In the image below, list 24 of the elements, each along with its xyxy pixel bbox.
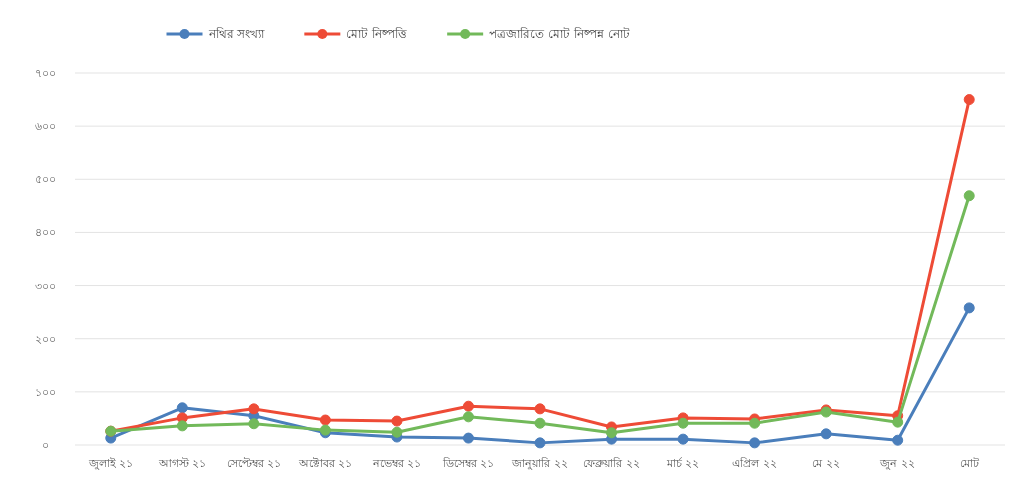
- legend-label: নথির সংখ্যা: [207, 27, 266, 41]
- x-tick-label: নভেম্বর ২১: [371, 457, 422, 470]
- x-tick-label: অক্টোবর ২১: [297, 457, 353, 470]
- x-tick-label: আগস্ট ২১: [157, 457, 207, 470]
- x-tick-label: সেপ্টেম্বর ২১: [226, 457, 282, 470]
- x-tick-label: মোট: [959, 457, 980, 470]
- x-tick-label: জুন ২২: [879, 457, 915, 470]
- y-tick-label: ৭০০: [34, 67, 56, 80]
- x-tick-label: ডিসেম্বর ২১: [441, 457, 495, 470]
- y-tick-label: ০: [41, 439, 49, 452]
- x-tick-label: মে ২২: [812, 457, 840, 470]
- y-tick-label: ১০০: [34, 385, 56, 399]
- x-tick-label: মার্চ ২২: [665, 457, 700, 470]
- y-tick-label: ৪০০: [34, 226, 56, 240]
- y-tick-label: ২০০: [34, 332, 56, 346]
- x-tick-label: জানুয়ারি ২২: [511, 457, 568, 470]
- y-tick-label: ৬০০: [34, 120, 56, 134]
- x-tick-label: এপ্রিল ২২: [732, 457, 777, 470]
- y-tick-label: ৫০০: [34, 173, 56, 187]
- legend-label: পত্রজারিতে মোট নিষ্পন্ন নোট: [489, 27, 630, 41]
- x-tick-label: জুলাই ২১: [87, 457, 134, 470]
- legend-label: মোট নিষ্পত্তি: [346, 27, 408, 41]
- x-tick-label: ফেব্রুয়ারি ২২: [583, 457, 640, 470]
- y-tick-label: ৩০০: [34, 279, 56, 293]
